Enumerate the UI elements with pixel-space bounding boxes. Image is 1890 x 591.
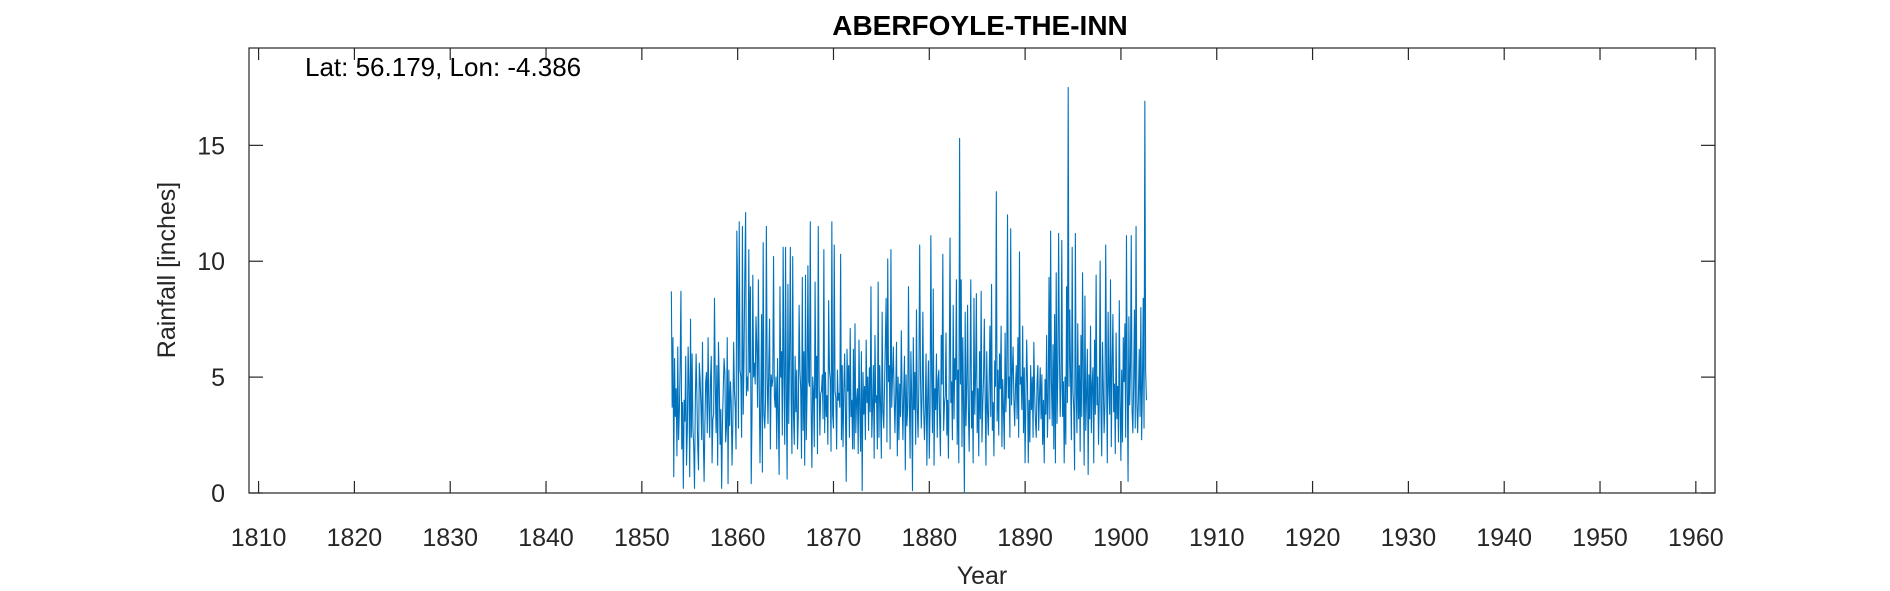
y-axis-ticks: 0 5 10 15 bbox=[197, 132, 1715, 508]
x-tick-label-1960: 1960 bbox=[1668, 524, 1724, 552]
y-tick-label-10: 10 bbox=[197, 248, 225, 276]
location-annotation: Lat: 56.179, Lon: -4.386 bbox=[305, 52, 581, 82]
x-axis-ticks: 1810 1820 1830 1840 1850 1860 1870 1880 1890 1900… bbox=[231, 48, 1724, 552]
x-tick-label-1900: 1900 bbox=[1093, 524, 1149, 552]
plot-area: 1810 1820 1830 1840 1850 1860 1870 1880 1890 1900… bbox=[197, 47, 1724, 552]
y-tick-label-0: 0 bbox=[211, 480, 225, 508]
y-tick-label-5: 5 bbox=[211, 364, 225, 392]
x-tick-label-1910: 1910 bbox=[1189, 524, 1245, 552]
chart-title: ABERFOYLE-THE-INN bbox=[832, 10, 1128, 41]
y-tick-label-15: 15 bbox=[197, 132, 225, 160]
series-line-1 bbox=[670, 86, 1147, 494]
x-axis-label: Year bbox=[957, 562, 1008, 590]
x-tick-label-1810: 1810 bbox=[231, 524, 287, 552]
x-tick-label-1860: 1860 bbox=[710, 524, 766, 552]
data-layer bbox=[670, 86, 1147, 494]
x-tick-label-1850: 1850 bbox=[614, 524, 670, 552]
x-tick-label-1890: 1890 bbox=[997, 524, 1053, 552]
x-tick-label-1880: 1880 bbox=[901, 524, 957, 552]
y-axis-label: Rainfall [inches] bbox=[153, 182, 181, 358]
x-tick-label-1930: 1930 bbox=[1381, 524, 1437, 552]
x-tick-label-1830: 1830 bbox=[422, 524, 478, 552]
x-tick-label-1950: 1950 bbox=[1572, 524, 1628, 552]
x-tick-label-1940: 1940 bbox=[1476, 524, 1532, 552]
x-tick-label-1920: 1920 bbox=[1285, 524, 1341, 552]
x-tick-label-1820: 1820 bbox=[327, 524, 383, 552]
x-tick-label-1870: 1870 bbox=[806, 524, 862, 552]
plot-box bbox=[248, 47, 1716, 494]
x-tick-label-1840: 1840 bbox=[518, 524, 574, 552]
